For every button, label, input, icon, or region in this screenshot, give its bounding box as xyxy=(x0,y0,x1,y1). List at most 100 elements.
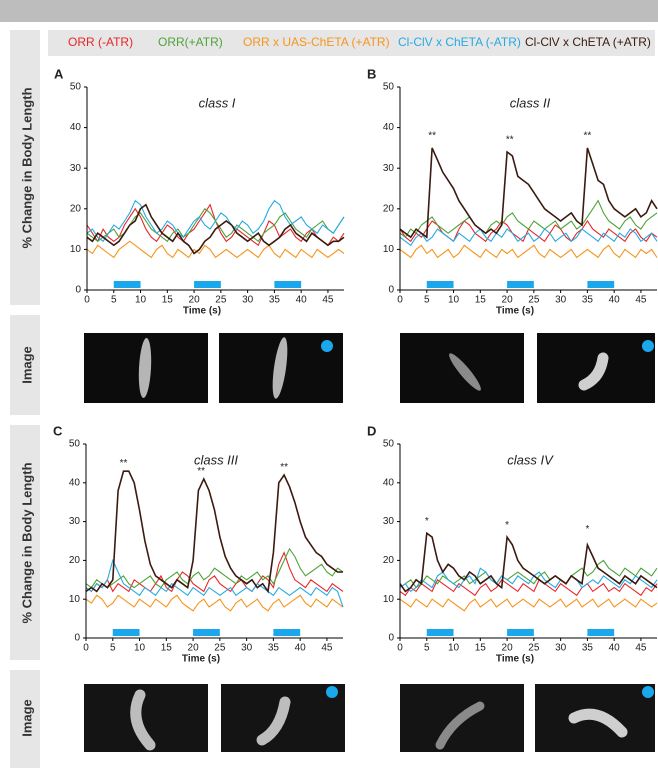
larva xyxy=(578,352,609,391)
annotation: * xyxy=(425,516,429,527)
light-dot xyxy=(642,340,654,352)
y-axis-label: % Change in Body Length xyxy=(19,462,34,623)
x-tick-label: 25 xyxy=(214,643,226,654)
larva xyxy=(256,696,291,746)
stimulus-bar xyxy=(426,281,454,288)
top-bar xyxy=(0,0,658,22)
side-panel xyxy=(10,315,40,415)
side-panel xyxy=(10,30,40,305)
y-tick-label: 20 xyxy=(383,555,395,566)
x-tick-label: 10 xyxy=(134,643,146,654)
legend-entry: ORR(+ATR) xyxy=(158,35,223,49)
stimulus-bar xyxy=(587,281,615,288)
y-tick-label: 50 xyxy=(69,439,81,450)
stimulus-bar xyxy=(113,281,141,288)
x-tick-label: 30 xyxy=(555,643,567,654)
stimulus-bar xyxy=(193,629,220,636)
x-tick-label: 40 xyxy=(609,643,621,654)
stimulus-bar xyxy=(112,629,140,636)
stimulus-bar xyxy=(507,281,534,288)
y-tick-label: 0 xyxy=(388,285,394,296)
series-line xyxy=(85,547,344,589)
x-tick-label: 45 xyxy=(321,643,333,654)
x-tick-label: 20 xyxy=(189,295,201,306)
y-tick-label: 20 xyxy=(383,203,395,214)
y-tick-label: 0 xyxy=(74,633,80,644)
x-tick-label: 45 xyxy=(635,295,647,306)
series-line xyxy=(86,203,345,255)
series-line xyxy=(85,594,344,612)
x-tick-label: 10 xyxy=(135,295,147,306)
x-tick-label: 30 xyxy=(241,643,253,654)
light-dot xyxy=(326,686,338,698)
y-tick-label: 10 xyxy=(383,594,395,605)
x-tick-label: 40 xyxy=(609,295,621,306)
y-axis-label: % Change in Body Length xyxy=(19,87,34,248)
stimulus-bar xyxy=(273,629,301,636)
panel-letter: A xyxy=(54,66,64,81)
x-axis-label: Time (s) xyxy=(183,306,221,317)
x-tick-label: 35 xyxy=(582,643,594,654)
series-line xyxy=(399,598,658,612)
series-line xyxy=(86,208,345,243)
y-tick-label: 40 xyxy=(383,477,395,488)
x-tick-label: 0 xyxy=(397,295,403,306)
x-tick-label: 35 xyxy=(269,295,281,306)
y-tick-label: 20 xyxy=(69,555,81,566)
y-tick-label: 50 xyxy=(383,439,395,450)
x-tick-label: 5 xyxy=(424,295,430,306)
x-tick-label: 20 xyxy=(502,295,514,306)
annotation: ** xyxy=(197,466,205,477)
x-tick-label: 0 xyxy=(84,295,90,306)
x-tick-label: 25 xyxy=(528,643,540,654)
y-tick-label: 50 xyxy=(70,82,82,93)
y-tick-label: 10 xyxy=(383,244,395,255)
annotation: ** xyxy=(280,462,288,473)
x-tick-label: 10 xyxy=(448,643,460,654)
x-tick-label: 40 xyxy=(296,295,308,306)
y-tick-label: 30 xyxy=(383,163,395,174)
y-tick-label: 10 xyxy=(69,594,81,605)
x-tick-label: 40 xyxy=(295,643,307,654)
legend-entry: Cl-ClV x ChETA (+ATR) xyxy=(525,35,651,49)
x-tick-label: 5 xyxy=(110,643,116,654)
images xyxy=(84,333,655,752)
chart-title: class III xyxy=(194,452,238,467)
stimulus-bar xyxy=(426,629,454,636)
light-dot xyxy=(642,686,654,698)
x-tick-label: 20 xyxy=(502,643,514,654)
y-tick-label: 50 xyxy=(383,82,395,93)
x-tick-label: 25 xyxy=(528,295,540,306)
larva xyxy=(568,708,628,738)
light-dot xyxy=(321,340,333,352)
x-tick-label: 15 xyxy=(475,643,487,654)
x-tick-label: 30 xyxy=(555,295,567,306)
y-tick-label: 30 xyxy=(69,516,81,527)
larva xyxy=(138,338,152,398)
x-tick-label: 35 xyxy=(268,643,280,654)
larva xyxy=(130,689,156,751)
x-tick-label: 25 xyxy=(215,295,227,306)
chart-title: class II xyxy=(510,95,551,110)
y-tick-label: 10 xyxy=(70,244,82,255)
chart-title: class IV xyxy=(507,452,554,467)
series-line xyxy=(399,147,658,239)
y-tick-label: 0 xyxy=(75,285,81,296)
annotation: ** xyxy=(120,458,128,469)
series-line xyxy=(399,559,658,589)
series-line xyxy=(85,551,344,593)
series-line xyxy=(399,220,658,243)
x-tick-label: 45 xyxy=(322,295,334,306)
image-label: Image xyxy=(19,346,34,384)
annotation: ** xyxy=(428,130,436,141)
legend-entry: ORR x UAS-ChETA (+ATR) xyxy=(243,35,390,49)
x-tick-label: 15 xyxy=(475,295,487,306)
series-line xyxy=(86,199,345,243)
annotation: ** xyxy=(583,130,591,141)
series-line xyxy=(399,228,658,247)
panel-letter: B xyxy=(367,66,376,81)
y-tick-label: 40 xyxy=(69,477,81,488)
legend-entry: Cl-ClV x ChETA (-ATR) xyxy=(398,35,521,49)
chart-title: class I xyxy=(199,95,236,110)
panel-letter: C xyxy=(53,423,63,438)
